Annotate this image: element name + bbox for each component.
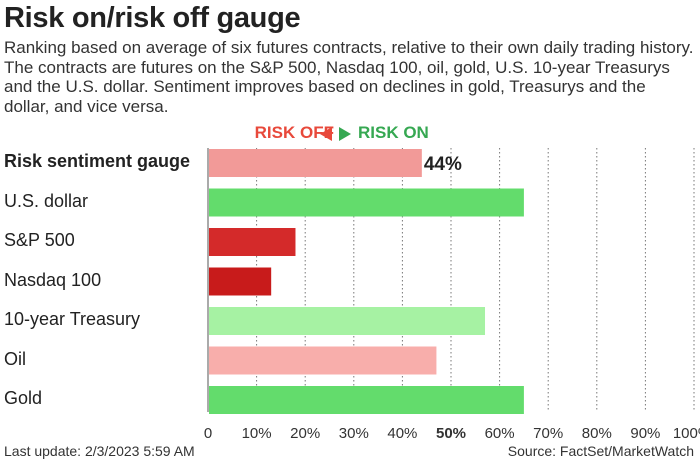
- category-label-risk-sentiment-gauge: Risk sentiment gauge: [4, 151, 191, 171]
- arrow-left-icon: [320, 127, 332, 141]
- bar-10-year-treasury: [209, 307, 486, 335]
- tick-label-60: 60%: [485, 425, 515, 442]
- category-label-oil: Oil: [4, 348, 26, 369]
- last-update: Last update: 2/3/2023 5:59 AM: [4, 443, 195, 459]
- tick-label-80: 80%: [582, 425, 612, 442]
- tick-label-20: 20%: [290, 425, 320, 442]
- bar-u-s-dollar: [209, 188, 524, 217]
- risk-off-label: RISK OFF: [254, 123, 334, 142]
- risk-on-label: RISK ON: [358, 123, 429, 142]
- category-label-nasdaq-100: Nasdaq 100: [4, 269, 102, 290]
- tick-label-90: 90%: [630, 425, 660, 442]
- tick-label-30: 30%: [339, 425, 369, 442]
- source-note: Source: FactSet/MarketWatch: [507, 443, 694, 459]
- tick-label-10: 10%: [242, 425, 272, 442]
- tick-label-50: 50%: [436, 425, 466, 442]
- data-label-risk-sentiment-gauge: 44%: [424, 154, 462, 175]
- arrow-right-icon: [339, 127, 351, 141]
- chart-subtitle: Ranking based on average of six futures …: [4, 38, 694, 116]
- bar-risk-sentiment-gauge: [209, 149, 422, 177]
- bar-s-p-500: [209, 228, 296, 256]
- tick-label-40: 40%: [387, 425, 417, 442]
- risk-legend: RISK OFF RISK ON: [0, 122, 700, 146]
- category-label-10-year-treasury: 10-year Treasury: [4, 309, 141, 329]
- bar-oil: [209, 346, 437, 375]
- chart-title: Risk on/risk off gauge: [4, 2, 301, 34]
- tick-label-70: 70%: [533, 425, 563, 442]
- tick-label-100: 100%: [673, 425, 700, 442]
- category-label-s-p-500: S&P 500: [4, 230, 75, 250]
- tick-label-0: 0: [204, 425, 212, 442]
- category-label-u-s-dollar: U.S. dollar: [4, 190, 89, 211]
- bar-nasdaq-100: [209, 267, 272, 296]
- category-label-gold: Gold: [4, 388, 43, 408]
- bar-gold: [209, 386, 524, 414]
